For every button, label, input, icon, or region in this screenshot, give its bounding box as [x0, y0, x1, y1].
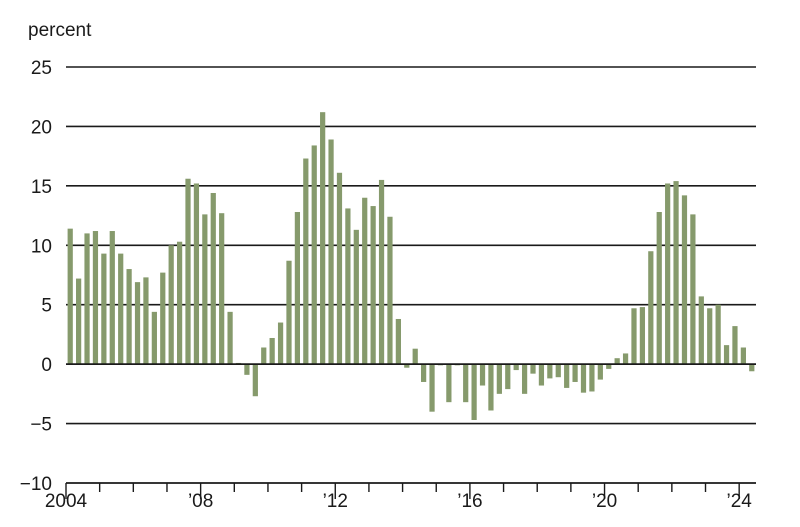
x-tick-label: ’08: [188, 491, 213, 512]
bar: [76, 278, 82, 365]
bar: [656, 212, 662, 365]
bar: [294, 212, 301, 365]
x-axis: 2004 ’08 ’12 ’16 ’20 ’24: [45, 482, 756, 512]
bar: [488, 364, 494, 411]
bar: [328, 139, 334, 365]
bar: [261, 347, 267, 365]
bar: [606, 364, 612, 369]
bar: [412, 348, 418, 365]
x-tick-label: ’16: [457, 491, 482, 512]
y-tick-label: 20: [31, 117, 52, 138]
x-tick-label: 2004: [45, 491, 88, 512]
bar: [362, 197, 368, 365]
bar: [505, 364, 511, 390]
bar: [496, 364, 502, 394]
bar: [622, 353, 629, 365]
bar: [345, 208, 351, 365]
bar: [471, 364, 477, 420]
bar: [277, 322, 284, 365]
bar: [84, 233, 90, 365]
y-tick-label: 25: [31, 58, 52, 79]
bar: [631, 308, 637, 365]
bar: [185, 178, 191, 365]
bar: [168, 245, 174, 365]
y-tick-labels: 25 20 15 10 5 0 −5 −10: [20, 58, 52, 495]
y-tick-label: −10: [20, 474, 52, 495]
bar: [370, 206, 376, 365]
bar: [143, 277, 149, 365]
bar: [92, 231, 99, 365]
bar: [564, 364, 570, 388]
bar: [648, 251, 654, 365]
bar: [698, 296, 704, 365]
bar: [597, 364, 603, 380]
bar: [109, 231, 115, 365]
bar: [749, 364, 755, 372]
bar: [614, 358, 620, 365]
y-tick-label: 15: [31, 177, 52, 198]
bar: [126, 269, 132, 365]
bar: [176, 241, 183, 365]
bar: [311, 145, 317, 365]
bar: [202, 214, 208, 365]
bar: [118, 253, 124, 365]
bar: [404, 364, 410, 368]
bar: [740, 347, 746, 365]
bar: [521, 364, 528, 394]
bars: [67, 112, 755, 420]
bar: [715, 304, 721, 365]
y-tick-label: −5: [30, 415, 52, 436]
bar: [463, 364, 469, 403]
bar: [639, 307, 646, 365]
y-tick-label: 5: [41, 296, 52, 317]
gridlines: [66, 66, 756, 425]
bar: [547, 364, 553, 379]
bar: [681, 195, 688, 365]
bar: [387, 216, 393, 365]
bar: [151, 311, 157, 365]
bar: [429, 364, 435, 412]
bar: [555, 364, 561, 378]
x-tick-label: ’20: [592, 491, 617, 512]
bar: [479, 364, 486, 386]
bar: [244, 364, 250, 375]
bar: [134, 282, 141, 365]
y-tick-label: 0: [41, 355, 52, 376]
bar: [210, 192, 216, 365]
bar: [101, 253, 107, 365]
bar: [320, 112, 326, 365]
bar: [303, 158, 309, 365]
bar: [665, 183, 671, 365]
bar: [378, 179, 385, 365]
bar: [395, 318, 401, 365]
x-tick-label: ’12: [323, 491, 348, 512]
bar: [690, 214, 696, 365]
bar: [572, 364, 578, 382]
bar: [707, 308, 713, 365]
bar: [67, 228, 73, 365]
bar: [530, 364, 536, 374]
bar: [723, 345, 730, 365]
bar: [673, 181, 679, 365]
y-axis-unit-label: percent: [28, 20, 92, 41]
bar: [252, 364, 258, 397]
bar: [219, 213, 225, 365]
bar: [286, 260, 292, 365]
bar: [580, 364, 587, 393]
bar: [538, 364, 545, 386]
bar: [421, 364, 427, 382]
bar: [227, 311, 233, 365]
x-tick-label: ’24: [726, 491, 752, 512]
bar: [353, 229, 359, 365]
bar: [513, 364, 519, 371]
bar: [336, 172, 343, 365]
bar: [446, 364, 452, 403]
bar: [589, 364, 595, 392]
y-tick-label: 10: [31, 236, 52, 257]
bar: [732, 326, 738, 365]
bar: [193, 183, 200, 365]
bar: [160, 272, 166, 365]
bar: [269, 337, 275, 365]
